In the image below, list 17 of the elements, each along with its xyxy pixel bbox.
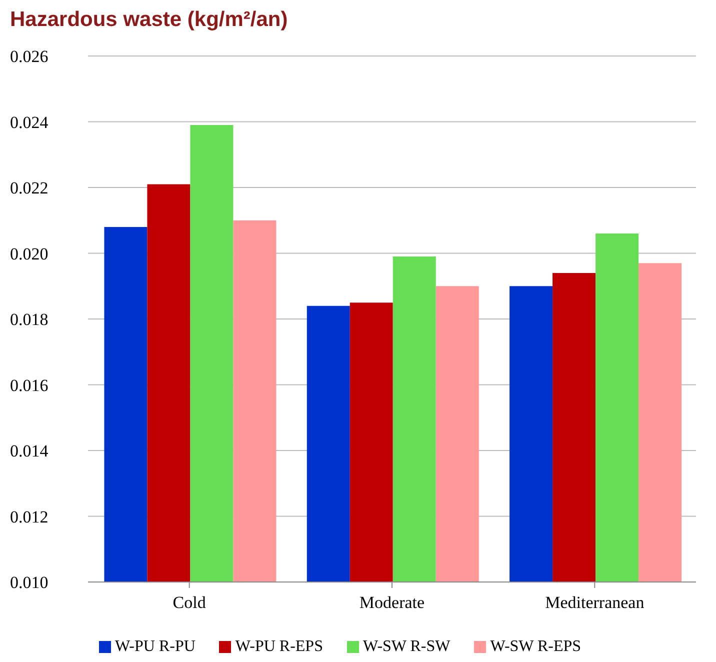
x-tick-label: Mediterranean [545,593,645,612]
legend-label: W-PU R-PU [114,638,196,655]
x-tick-label: Moderate [359,593,425,612]
chart-title: Hazardous waste (kg/m²/an) [10,8,289,32]
y-tick-label: 0.016 [10,376,48,395]
y-tick-label: 0.012 [10,507,48,526]
y-tick-label: 0.020 [10,244,48,264]
y-tick-label: 0.010 [10,573,48,592]
y-tick-label: 0.022 [10,178,48,198]
legend-label: W-SW R-EPS [490,638,582,655]
legend-label: W-SW R-SW [362,638,450,655]
y-tick-label: 0.026 [10,47,48,66]
x-tick-label: Cold [172,593,206,612]
y-tick-label: 0.018 [10,310,48,330]
y-tick-label: 0.014 [10,442,49,461]
y-tick-label: 0.024 [10,112,49,132]
legend-label: W-PU R-EPS [235,638,323,655]
